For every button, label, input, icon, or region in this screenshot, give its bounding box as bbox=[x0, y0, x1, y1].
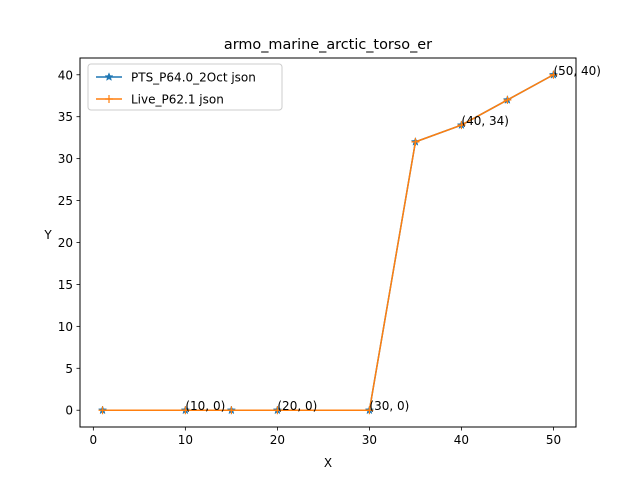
legend-label: PTS_P64.0_2Oct json bbox=[131, 71, 256, 85]
y-axis-ticks: 0 5 10 15 20 25 30 35 40 bbox=[58, 68, 80, 418]
series-1-point bbox=[273, 406, 282, 415]
x-tick-label: 20 bbox=[270, 433, 285, 447]
data-annotation: (40, 34) bbox=[461, 114, 509, 128]
y-tick-label: 25 bbox=[58, 194, 73, 208]
legend-marker bbox=[104, 72, 114, 81]
series-1-point bbox=[227, 406, 236, 415]
data-annotation: (10, 0) bbox=[185, 399, 225, 413]
plot-annotations: (10, 0) (20, 0) (30, 0) (40, 34) (50, 40) bbox=[185, 64, 601, 413]
x-tick-label: 30 bbox=[362, 433, 377, 447]
y-tick-label: 35 bbox=[58, 110, 73, 124]
chart-title: armo_marine_arctic_torso_er bbox=[224, 37, 432, 53]
plot-frame bbox=[79, 57, 577, 428]
x-tick-label: 40 bbox=[454, 433, 469, 447]
y-tick-label: 10 bbox=[58, 320, 73, 334]
x-axis-label: X bbox=[324, 456, 332, 470]
series-1-point bbox=[457, 121, 466, 130]
series-1-point bbox=[365, 406, 374, 415]
y-tick-label: 20 bbox=[58, 236, 73, 250]
legend: PTS_P64.0_2Oct json Live_P62.1 json bbox=[87, 63, 283, 111]
data-annotation: (30, 0) bbox=[369, 399, 409, 413]
x-tick-label: 0 bbox=[90, 433, 98, 447]
legend-label: Live_P62.1 json bbox=[131, 93, 224, 107]
x-tick-label: 10 bbox=[178, 433, 193, 447]
series-1-point bbox=[411, 137, 420, 146]
y-tick-label: 15 bbox=[58, 278, 73, 292]
y-axis-label: Y bbox=[43, 228, 52, 242]
x-axis-ticks: 0 10 20 30 40 50 bbox=[90, 427, 561, 447]
x-tick-label: 50 bbox=[546, 433, 561, 447]
series-1-point bbox=[503, 95, 512, 104]
plot-series bbox=[97, 69, 559, 415]
series-1-point bbox=[181, 406, 190, 415]
series-1-point bbox=[549, 70, 558, 79]
y-tick-label: 30 bbox=[58, 152, 73, 166]
y-tick-label: 5 bbox=[65, 362, 73, 376]
y-tick-label: 0 bbox=[65, 404, 73, 418]
legend-box bbox=[87, 63, 283, 111]
data-annotation: (50, 40) bbox=[553, 64, 601, 78]
y-tick-label: 40 bbox=[58, 68, 73, 82]
data-annotation: (20, 0) bbox=[277, 399, 317, 413]
series-1-point bbox=[98, 406, 107, 415]
legend-marker bbox=[105, 95, 113, 103]
